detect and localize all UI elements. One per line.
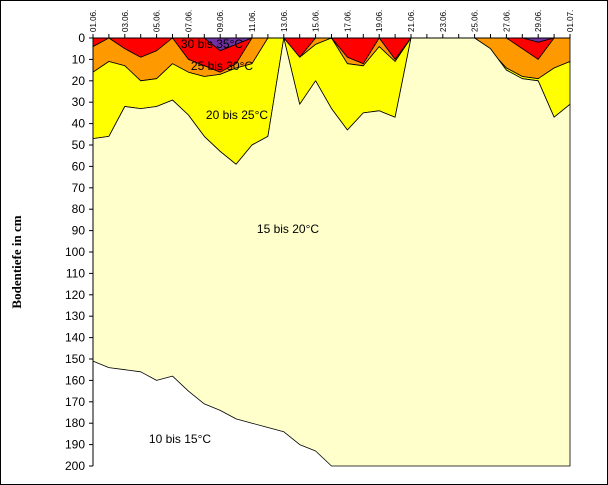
y-axis-label: Bodentiefe in cm	[9, 215, 24, 308]
band-label: 25 bis 30°C	[191, 59, 254, 73]
band-label: 20 bis 25°C	[206, 108, 269, 122]
y-axis-ticks: 0 10 20 30 40 50 60 70 80 90 100 110 120 130 140 150 160…	[65, 31, 93, 473]
y-tick-label: 110	[66, 266, 85, 280]
x-tick-label: 01.06.	[89, 10, 98, 32]
y-tick-label: 90	[72, 224, 86, 238]
y-tick-label: 20	[72, 74, 86, 88]
temperature-bands	[92, 37, 571, 467]
y-tick-label: 130	[65, 309, 85, 323]
band-label: 30 bis 35°C	[181, 37, 244, 51]
y-tick-label: 40	[72, 117, 86, 131]
y-tick-label: 160	[65, 373, 85, 387]
x-tick-label: 21.06.	[407, 10, 416, 32]
x-tick-label: 01.07.	[566, 10, 575, 32]
x-tick-label: 07.06.	[184, 10, 193, 32]
band-label: 15 bis 20°C	[257, 222, 320, 236]
band-labels: 30 bis 35°C 25 bis 30°C 20 bis 25°C 15 bis …	[149, 37, 320, 446]
y-tick-label: 120	[65, 288, 85, 302]
band-area-4	[92, 37, 571, 467]
y-tick-label: 70	[72, 181, 86, 195]
x-tick-label: 11.06.	[248, 10, 257, 32]
y-tick-label: 170	[65, 395, 85, 409]
x-tick-label: 13.06.	[280, 10, 289, 32]
y-tick-label: 0	[78, 31, 85, 45]
x-tick-label: 09.06.	[216, 10, 225, 32]
x-tick-label: 29.06.	[534, 10, 543, 32]
x-tick-label: 19.06.	[375, 10, 384, 32]
y-tick-label: 140	[65, 331, 85, 345]
x-tick-label: 03.06.	[121, 10, 130, 32]
x-tick-label: 23.06.	[439, 10, 448, 32]
y-tick-label: 100	[65, 245, 85, 259]
y-tick-label: 150	[65, 352, 85, 366]
x-tick-label: 27.06.	[502, 10, 511, 32]
y-tick-label: 190	[65, 438, 85, 452]
y-tick-label: 80	[72, 202, 86, 216]
band-label: 10 bis 15°C	[149, 432, 212, 446]
x-tick-label: 15.06.	[312, 10, 321, 32]
y-tick-label: 180	[65, 416, 85, 430]
x-tick-label: 05.06.	[153, 10, 162, 32]
x-tick-label: 25.06.	[471, 10, 480, 32]
y-tick-label: 10	[72, 52, 86, 66]
x-axis-ticks: 01.06. 03.06. 05.06. 07.06. 09.06. 11.06. 13.0…	[89, 10, 575, 38]
x-tick-label: 17.06.	[343, 10, 352, 32]
y-tick-label: 60	[72, 159, 86, 173]
y-tick-label: 50	[72, 138, 86, 152]
y-tick-label: 30	[72, 95, 86, 109]
y-tick-label: 200	[65, 459, 85, 473]
